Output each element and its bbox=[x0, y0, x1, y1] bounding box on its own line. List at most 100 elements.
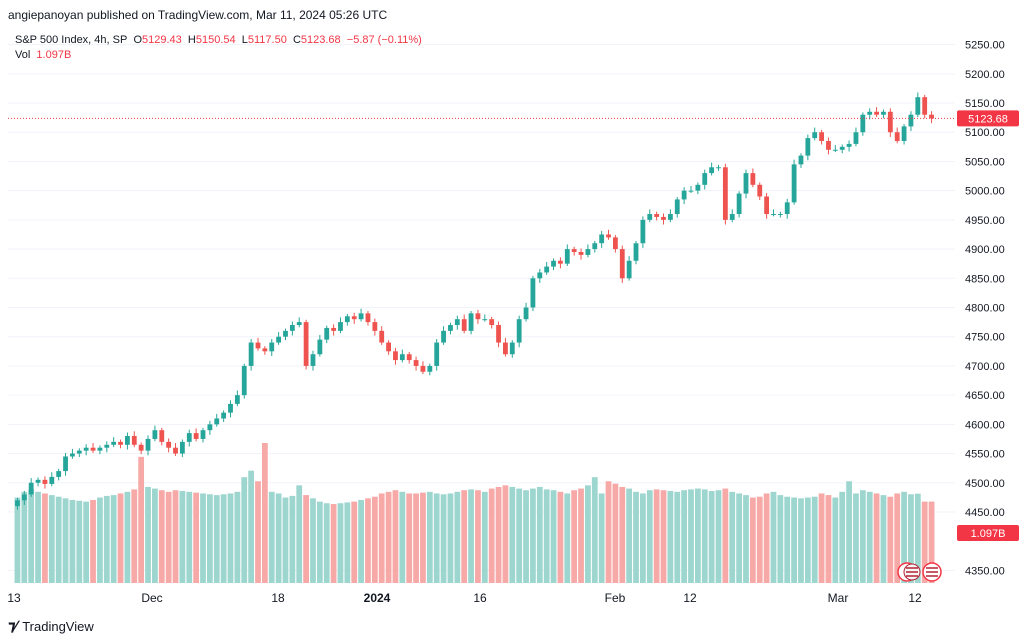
candle-body bbox=[922, 97, 928, 115]
close-label: C bbox=[292, 34, 301, 46]
candle-body bbox=[846, 143, 852, 147]
candle-body bbox=[317, 339, 323, 355]
candle-body bbox=[564, 249, 570, 264]
time-tick-label: Feb bbox=[605, 591, 626, 605]
volume-bar bbox=[715, 490, 722, 583]
footer-brand[interactable]: ⁊∕ TradingView bbox=[8, 617, 94, 635]
candle-body bbox=[798, 155, 804, 165]
volume-bar bbox=[76, 500, 83, 583]
candle-body bbox=[784, 202, 790, 215]
candle-body bbox=[90, 447, 96, 451]
volume-bar bbox=[791, 497, 797, 583]
candle-body bbox=[138, 444, 144, 451]
volume-bar bbox=[818, 493, 825, 583]
price-tick-label: 5050.00 bbox=[965, 156, 1005, 168]
candle-body bbox=[619, 249, 625, 279]
volume-bar bbox=[97, 497, 103, 583]
price-tick-label: 5200.00 bbox=[965, 69, 1005, 81]
volume-bar bbox=[213, 495, 220, 583]
candlestick-chart[interactable]: 5250.00 5200.00 5150.00 5100.00 5050.00 5000.… bbox=[0, 0, 1024, 610]
open-label: O bbox=[133, 34, 143, 46]
candle-body bbox=[674, 199, 680, 215]
candle-body bbox=[21, 494, 27, 501]
volume-bar bbox=[55, 496, 62, 583]
price-tick-label: 5000.00 bbox=[965, 186, 1005, 198]
candle-body bbox=[118, 441, 123, 445]
candle-body bbox=[420, 365, 426, 372]
event-flags[interactable] bbox=[897, 562, 942, 582]
volume-bar bbox=[420, 492, 426, 583]
price-tick-label: 4850.00 bbox=[965, 273, 1005, 285]
candle-body bbox=[173, 447, 178, 454]
candle-body bbox=[860, 114, 866, 133]
volume-bar bbox=[351, 501, 358, 583]
candle-body bbox=[647, 214, 653, 220]
close-value: 5123.68 bbox=[300, 34, 341, 46]
volume-bar bbox=[172, 490, 179, 583]
candle-body bbox=[393, 351, 398, 361]
symbol-label[interactable]: S&P 500 Index, 4h, SP bbox=[15, 34, 128, 46]
volume-bar bbox=[694, 488, 701, 583]
candle-body bbox=[379, 330, 385, 343]
volume-bar bbox=[550, 490, 557, 583]
candle-body bbox=[166, 441, 172, 448]
candle-body bbox=[111, 441, 117, 445]
candles bbox=[15, 92, 934, 510]
volume-bar bbox=[241, 477, 248, 583]
candle-body bbox=[351, 316, 357, 320]
price-axis[interactable]: 5250.00 5200.00 5150.00 5100.00 5050.00 5000.… bbox=[965, 40, 1005, 578]
volume-bar bbox=[894, 493, 901, 583]
volume-bar bbox=[825, 495, 832, 583]
candle-body bbox=[152, 430, 158, 439]
volume-bar bbox=[640, 493, 646, 583]
volume-bar bbox=[234, 491, 241, 583]
price-tick-label: 5150.00 bbox=[965, 98, 1005, 110]
time-axis[interactable]: 13 Dec 18 2024 16 Feb 12 Mar 12 bbox=[7, 591, 922, 605]
candle-body bbox=[709, 167, 715, 174]
volume-bar bbox=[316, 501, 323, 583]
candle-body bbox=[283, 330, 288, 337]
volume-bar bbox=[275, 493, 282, 583]
volume-bar bbox=[406, 493, 413, 583]
price-tick-label: 4900.00 bbox=[965, 244, 1005, 256]
volume-bar bbox=[564, 493, 571, 583]
high-label: H bbox=[187, 34, 196, 46]
volume-bar bbox=[928, 501, 935, 583]
candle-body bbox=[688, 190, 694, 192]
volume-bar bbox=[323, 503, 330, 583]
volume-bar bbox=[880, 495, 887, 583]
volume-bar bbox=[804, 497, 811, 583]
volume-bar bbox=[330, 504, 337, 583]
volume-bar bbox=[729, 491, 736, 583]
candle-body bbox=[125, 436, 130, 445]
candle-body bbox=[722, 167, 728, 220]
volume-bar bbox=[337, 503, 344, 583]
volume-bar bbox=[646, 490, 653, 583]
candle-body bbox=[509, 342, 515, 355]
candle-body bbox=[729, 214, 735, 220]
volume-bar bbox=[853, 493, 859, 583]
candle-body bbox=[826, 141, 831, 150]
price-tick-label: 4350.00 bbox=[965, 565, 1005, 577]
volume-bar bbox=[681, 490, 688, 583]
volume-row: Vol 1.097B bbox=[15, 48, 422, 63]
volume-bar bbox=[667, 491, 674, 583]
volume-bar bbox=[165, 491, 172, 583]
volume-bar bbox=[777, 495, 784, 583]
candle-body bbox=[791, 164, 797, 203]
volume-bar bbox=[859, 490, 866, 583]
volume-bar bbox=[255, 481, 261, 583]
volume-bar bbox=[578, 488, 584, 583]
candle-body bbox=[571, 249, 577, 252]
chart-legend: S&P 500 Index, 4h, SP O5129.43 H5150.54 … bbox=[15, 33, 422, 63]
low-value: 5117.50 bbox=[247, 34, 287, 46]
high-value: 5150.54 bbox=[195, 34, 236, 46]
candle-body bbox=[558, 260, 563, 264]
candle-body bbox=[434, 342, 440, 366]
volume-bar bbox=[516, 488, 523, 583]
volume-bar bbox=[722, 488, 729, 583]
volume-bar bbox=[887, 496, 894, 583]
candle-body bbox=[454, 319, 460, 326]
volume-bar bbox=[131, 489, 138, 583]
candle-body bbox=[289, 325, 295, 331]
